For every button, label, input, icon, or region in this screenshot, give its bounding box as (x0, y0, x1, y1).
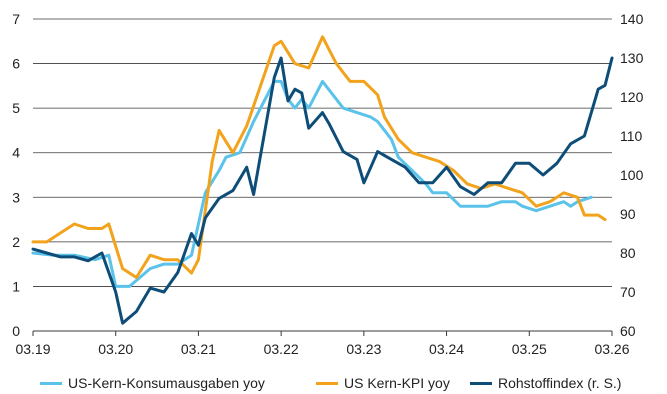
x-axis: 03.19 03.20 03.21 03.22 03.23 03.24 03.25 03.26 (15, 330, 630, 357)
right-y-tick-label: 140 (620, 11, 644, 27)
right-y-tick-label: 60 (620, 323, 636, 339)
left-y-tick-label: 3 (12, 189, 20, 205)
right-y-axis: 60 70 80 90 100 110 120 130 140 (620, 11, 644, 339)
x-tick-label: 03.19 (15, 341, 50, 357)
left-y-tick-label: 1 (12, 278, 20, 294)
right-y-tick-label: 110 (620, 128, 643, 144)
right-y-tick-label: 80 (620, 245, 636, 261)
right-y-tick-label: 70 (620, 284, 636, 300)
left-y-tick-label: 2 (12, 234, 20, 250)
left-y-tick-label: 4 (12, 145, 20, 161)
x-tick-label: 03.22 (264, 341, 299, 357)
legend-item: US-Kern-Konsumausgaben yoy (40, 372, 265, 394)
series-line-2 (31, 35, 607, 279)
legend-item: Rohstoffindex (r. S.) (470, 372, 621, 394)
left-y-tick-label: 7 (12, 11, 20, 27)
x-tick-label: 03.26 (594, 341, 629, 357)
series-lines (31, 35, 614, 325)
right-y-tick-label: 100 (620, 167, 644, 183)
left-y-tick-label: 6 (12, 56, 20, 72)
grid-lines (33, 18, 612, 287)
left-y-tick-label: 0 (12, 323, 20, 339)
x-tick-label: 03.25 (512, 341, 547, 357)
legend-swatch (316, 381, 338, 385)
series-line-1 (31, 79, 593, 288)
legend-label: US Kern-KPI yoy (344, 375, 450, 391)
chart: 03.19 03.20 03.21 03.22 03.23 03.24 03.25 03.26… (12, 11, 644, 357)
legend-swatch (470, 381, 492, 385)
series-line-3 (31, 56, 614, 325)
x-tick-label: 03.21 (181, 341, 216, 357)
legend-item: US Kern-KPI yoy (316, 372, 450, 394)
right-y-tick-label: 130 (620, 50, 644, 66)
x-tick-label: 03.23 (346, 341, 381, 357)
legend: US-Kern-Konsumausgaben yoy US Kern-KPI yo… (0, 372, 667, 394)
left-y-tick-label: 5 (12, 100, 20, 116)
right-y-tick-label: 90 (620, 206, 636, 222)
legend-label: US-Kern-Konsumausgaben yoy (68, 375, 265, 391)
legend-swatch (40, 381, 62, 385)
left-y-axis: 0 1 2 3 4 5 6 7 (12, 11, 20, 339)
x-tick-label: 03.24 (429, 341, 464, 357)
right-y-tick-label: 120 (620, 89, 644, 105)
legend-label: Rohstoffindex (r. S.) (498, 375, 622, 391)
x-tick-label: 03.20 (98, 341, 133, 357)
